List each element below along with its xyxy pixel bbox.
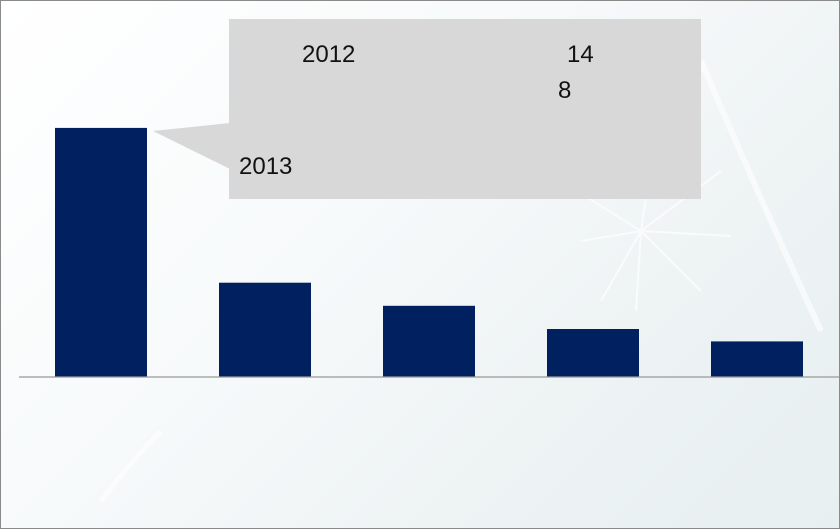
callout-box: 2012 14 8 2013 — [229, 19, 701, 199]
callout-value-8: 8 — [558, 77, 572, 104]
callout-value-14: 14 — [567, 41, 594, 68]
callout-year-2012: 2012 — [302, 41, 356, 68]
bars-group — [55, 127, 803, 378]
bar-5 — [711, 341, 803, 377]
callout-year-2013: 2013 — [239, 153, 293, 180]
bar-2 — [219, 282, 311, 377]
bar-4 — [547, 329, 639, 377]
bar-3 — [383, 305, 475, 377]
bar-1 — [55, 127, 147, 378]
